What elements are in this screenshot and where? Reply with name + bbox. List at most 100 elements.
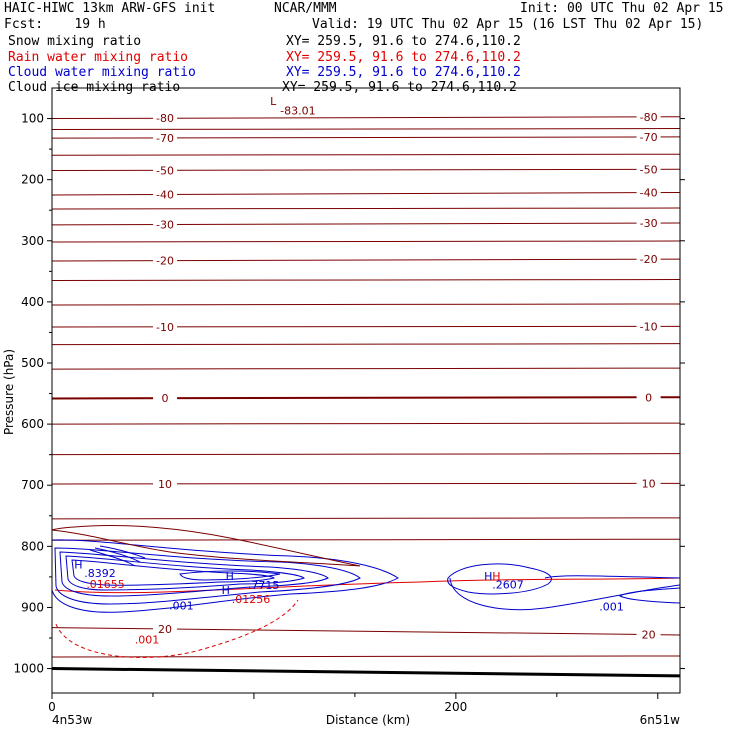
contour-annotation: H [74,558,82,571]
temp-contour-line [51,367,681,370]
rain-solid-contour [54,577,681,594]
temp-label-bg [636,186,661,198]
y-tick-label: 200 [21,173,44,187]
contour-annotation: H [492,570,500,583]
field-name-snow: Snow mixing ratio [8,34,142,49]
field-name-rain: Rain water mixing ratio [8,50,189,65]
right-endpoint-label: 6n51w [640,713,681,727]
temp-label-bg [153,112,178,124]
contour-annotation: H [226,570,234,583]
temp-contour-label: -80 [156,112,174,125]
x-axis-label: Distance (km) [326,713,410,727]
cloud-water-contour-6 [89,545,146,567]
temp-contour-label: 20 [642,629,656,642]
field-xy-cloudwater: XY= 259.5, 91.6 to 274.6,110.2 [286,65,521,80]
cloud-water-contour-5 [71,559,275,586]
plot-frame [51,87,681,694]
temp-contour-label: 0 [162,392,169,405]
contour-annotation: .001 [599,601,624,614]
temp-contour-line [51,396,681,400]
y-axis-label: Pressure (hPa) [2,349,16,435]
x-tick-label: 200 [444,700,467,714]
y-tick-label: 700 [21,478,44,492]
org-label: NCAR/MMM [274,1,337,16]
temp-label-bg [636,130,661,142]
temp-contour-line [51,303,681,306]
x-tick-label: 0 [48,700,56,714]
contour-annotation: .01256 [232,593,271,606]
temp-contour-line [51,422,681,425]
temp-label-bg [636,110,661,122]
cloud-water-contour-outer [51,539,399,613]
contour-annotation: H [484,570,492,583]
temp-contour-line [51,207,681,210]
y-tick-label: 600 [21,417,44,431]
init-time: Init: 00 UTC Thu 02 Apr 15 [520,1,724,16]
y-tick-label: 800 [21,539,44,553]
cloud-water-contour-edge [619,587,681,604]
temp-contour-label: -20 [156,255,174,268]
temp-label-bg [636,477,661,489]
temp-contour-line [51,482,681,485]
temp-contour-label: 10 [642,477,656,490]
temperature-contours: -80 -80 -70 -70 -50 -50 -40 -40 -30 -30 -20 -20 -10 -… [51,110,681,678]
temp-contour-label: -40 [640,187,658,200]
temp-contour-label: -10 [156,321,174,334]
temp-contour-line [51,128,681,131]
contour-annotation: .8392 [84,567,116,580]
field-xy-rain: XY= 259.5, 91.6 to 274.6,110.2 [286,50,521,65]
cloud-water-contour-4 [65,555,306,591]
temp-contour-line [51,222,681,226]
temp-contour-line [51,655,681,658]
temp-contour-line [51,279,681,281]
field-xy-snow: XY= 259.5, 91.6 to 274.6,110.2 [286,34,521,49]
temp-label-bg [636,217,661,229]
temp-contour-line [51,258,681,262]
temp-label-bg [153,477,178,489]
temp-contour-label: -50 [156,164,174,177]
temp-label-bg [636,391,661,403]
temp-label-bg [636,628,661,640]
temp-label-bg [636,163,661,175]
temp-label-bg [153,131,178,143]
temp-contour-line [51,538,681,541]
y-tick-label: 100 [21,112,44,126]
temp-contour-label: -30 [640,217,658,230]
contour-annotation: -83.01 [280,104,315,117]
temp-contour-label: -50 [640,163,658,176]
valid-time: Valid: 19 UTC Thu 02 Apr 15 (16 LST Thu … [312,17,704,32]
y-tick-label: 400 [21,295,44,309]
cloud-water-contour-3 [59,551,329,597]
contour-annotation: .001 [135,634,160,647]
temp-contour-line [51,116,681,120]
y-tick-label: 500 [21,356,44,370]
temp-contour-label: 10 [158,478,172,491]
contour-annotation: .2607 [492,579,524,592]
snow-contour [51,525,361,567]
cloud-water-contour-2 [54,547,361,605]
temp-contour-label: -70 [156,132,174,145]
temp-contour-line [51,153,681,156]
temp-contour-line [51,136,681,139]
contour-annotation: .01655 [86,578,125,591]
temp-contour-label: -40 [156,189,174,202]
temp-contour-line [51,192,681,196]
temp-contour-line [51,240,681,243]
mixing-ratio-contours [51,525,681,658]
temp-label-bg [636,320,661,332]
temp-contour-line [51,325,681,328]
temp-contour-label: 0 [645,391,652,404]
temp-contour-line [51,453,681,456]
temp-contour-label: -30 [156,219,174,232]
model-title: HAIC-HIWC 13km ARW-GFS init [4,1,216,16]
temp-contour-label: -70 [640,131,658,144]
contour-annotation: .001 [169,599,194,612]
temp-contour-line [51,343,681,346]
left-endpoint-label: 4n53w [52,713,93,727]
temp-contour-label: -20 [640,253,658,266]
temp-label-bg [153,218,178,230]
temp-label-bg [153,254,178,266]
